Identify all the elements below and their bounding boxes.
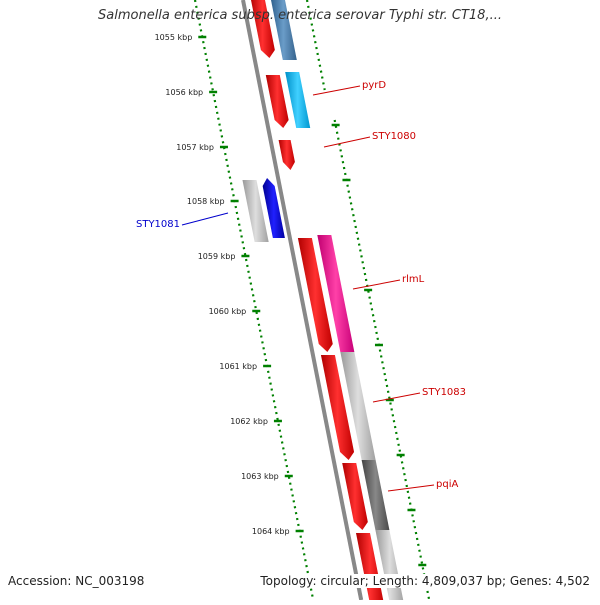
gene-feature: [340, 352, 376, 460]
genome-title: Salmonella enterica subsp. enterica sero…: [98, 8, 502, 23]
scale-tick-label: 1059 kbp: [198, 252, 236, 261]
gene-label: pyrD: [362, 80, 386, 91]
scale-tick-label: 1055 kbp: [155, 33, 193, 42]
cds-feature: [297, 238, 333, 352]
leader-line: [372, 392, 421, 403]
leader-line: [323, 136, 371, 148]
scale-tick-label: 1057 kbp: [176, 143, 214, 152]
cds-feature: [342, 463, 368, 530]
backbone-line: [241, 0, 364, 601]
scale-tick-label: 1064 kbp: [252, 527, 290, 536]
leader-line: [181, 212, 229, 226]
gene-feature: [271, 0, 297, 60]
scale-tick-label: 1058 kbp: [187, 197, 225, 206]
cds-feature: [278, 140, 295, 170]
scale-tick-label: 1061 kbp: [219, 362, 257, 371]
gene-label: STY1083: [422, 387, 466, 398]
cds-feature: [251, 0, 275, 58]
accession-text: Accession: NC_003198: [8, 574, 145, 588]
scale-tick-label: 1062 kbp: [230, 417, 268, 426]
cds-feature: [320, 355, 355, 460]
gene-label: STY1080: [372, 131, 416, 142]
scale-tick-label: 1056 kbp: [165, 88, 203, 97]
cds-feature: [265, 75, 289, 128]
gene-label: STY1081: [136, 219, 180, 230]
gene-feature: [285, 72, 311, 128]
cds-reverse-feature: [262, 178, 285, 238]
gene-feature: [317, 235, 355, 352]
leader-line: [312, 85, 361, 96]
leader-line: [352, 279, 401, 290]
gene-label: rlmL: [402, 274, 425, 285]
genome-summary-text: Topology: circular; Length: 4,809,037 bp…: [260, 574, 590, 588]
scale-tick-label: 1060 kbp: [209, 307, 247, 316]
leader-line: [387, 484, 435, 492]
gene-label: pqiA: [436, 479, 458, 490]
scale-tick-label: 1063 kbp: [241, 472, 279, 481]
gene-feature: [361, 460, 390, 530]
gene-feature: [242, 180, 269, 242]
